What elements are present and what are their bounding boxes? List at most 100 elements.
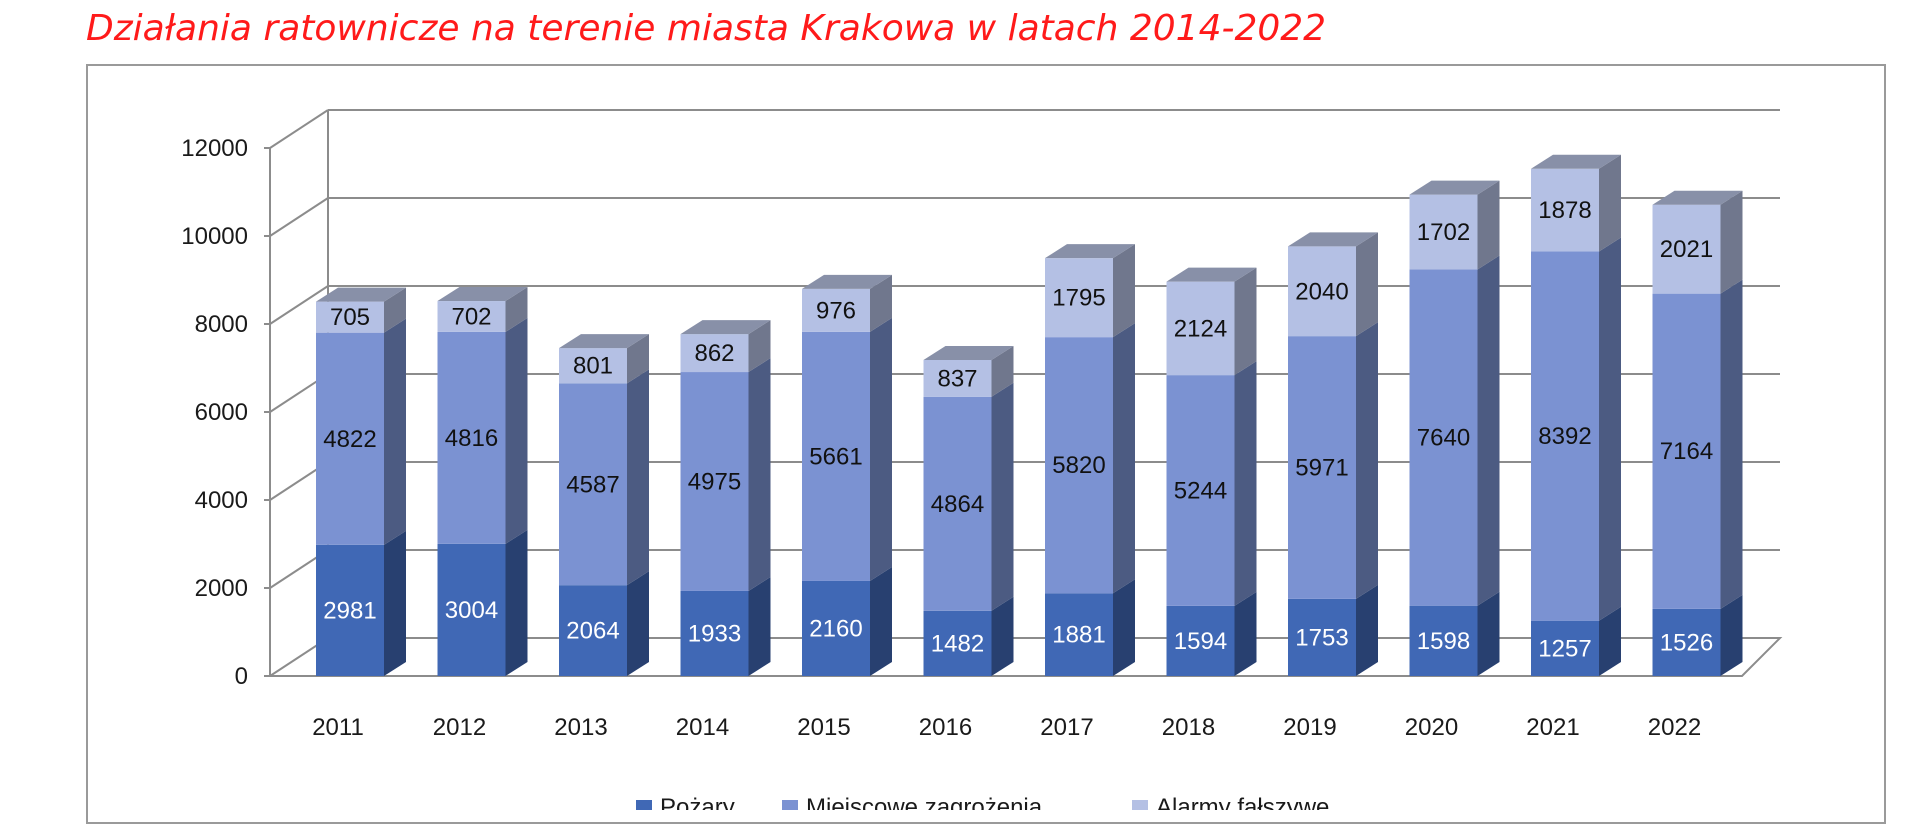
legend-label: Alarmy fałszywe [1156, 794, 1329, 810]
bar-top [316, 287, 406, 302]
bar-side [1356, 322, 1378, 599]
bar-side [991, 596, 1014, 676]
y-tick-label: 0 [235, 663, 248, 690]
bar-top [437, 287, 528, 302]
bar-front [1288, 336, 1356, 599]
bar-front [1652, 204, 1721, 294]
y-tick-label: 8000 [195, 311, 248, 338]
data-label: 1482 [931, 630, 984, 657]
bar-front [1531, 168, 1599, 252]
bar-segment [559, 571, 649, 676]
data-label: 2021 [1660, 236, 1713, 263]
bar-segment [1409, 180, 1500, 270]
x-tick-label: 2016 [919, 714, 972, 741]
data-label: 5661 [809, 443, 862, 470]
data-label: 1933 [688, 620, 741, 647]
bar-segment [1288, 232, 1378, 337]
bar-top [1652, 190, 1743, 205]
bar-side [748, 358, 771, 591]
bar-segment [1409, 591, 1500, 676]
bar-segment [559, 369, 649, 586]
x-tick-label: 2020 [1405, 714, 1458, 741]
bar-side [505, 317, 528, 544]
data-label: 1881 [1052, 622, 1105, 649]
bar-side [1477, 591, 1500, 676]
x-tick-label: 2013 [554, 714, 607, 741]
data-label: 1702 [1417, 219, 1470, 246]
y-tick-label: 10000 [181, 223, 248, 250]
bar-side [991, 382, 1014, 611]
x-tick-label: 2018 [1162, 714, 1215, 741]
bar-segment [1531, 237, 1621, 621]
bar-top [802, 274, 892, 289]
data-label: 1795 [1052, 285, 1105, 312]
chart-floor [266, 637, 1783, 677]
bar-top [1045, 244, 1135, 259]
data-label: 1257 [1538, 635, 1591, 662]
bar-side [384, 318, 406, 545]
bar-segment [1531, 154, 1621, 252]
bar-segment [1652, 190, 1743, 294]
bar-segment [1166, 361, 1257, 606]
bar-front [1166, 281, 1235, 376]
legend: Pożary Miejscowe zagrożenia Alarmy fałszyw… [636, 794, 1329, 810]
data-label: 4822 [323, 426, 376, 453]
bar-side [627, 571, 649, 676]
bar-side [1599, 606, 1621, 676]
data-label: 7640 [1417, 425, 1470, 452]
bar-segment [316, 530, 406, 676]
bar-side [1720, 594, 1743, 676]
legend-label: Pożary [660, 794, 735, 810]
bar-side [1477, 180, 1500, 270]
legend-label: Miejscowe zagrożenia [806, 794, 1043, 810]
bar-segment [1045, 244, 1135, 338]
chart-title: Działania ratownicze na terenie miasta K… [86, 8, 1327, 49]
gridline-side [269, 285, 329, 325]
bar-segment [1288, 584, 1378, 676]
bar-front [923, 359, 992, 397]
y-tick-label: 6000 [195, 399, 248, 426]
bar-front [437, 543, 506, 676]
data-label: 1753 [1295, 624, 1348, 651]
bar-side [1356, 232, 1378, 337]
bar-top [1531, 154, 1621, 169]
bar-top [559, 334, 649, 349]
bar-side [1599, 154, 1621, 252]
bar-front [1288, 598, 1356, 676]
bar-segment [802, 317, 892, 581]
bar-segment [923, 345, 1014, 397]
bar-top [680, 320, 771, 335]
bar-top [1166, 267, 1257, 282]
bar-side [1113, 244, 1135, 338]
bar-segment [316, 287, 406, 333]
bar-top [923, 345, 1014, 360]
bar-top [1288, 232, 1378, 247]
bar-side [627, 369, 649, 586]
bar-side [505, 529, 528, 676]
data-label: 4587 [566, 471, 619, 498]
bar-front [559, 585, 627, 676]
data-label: 4975 [688, 468, 741, 495]
x-tick-label: 2011 [312, 714, 364, 741]
bar-front [680, 334, 749, 373]
bar-front [1166, 375, 1235, 606]
bar-front [802, 288, 870, 332]
bar-front [316, 301, 384, 333]
bar-segment [1531, 606, 1621, 676]
bar-segment [559, 334, 649, 384]
bar-front [1409, 194, 1478, 270]
x-tick-label: 2017 [1040, 714, 1093, 741]
bar-side [1720, 190, 1743, 294]
bar-segment [1652, 279, 1743, 609]
bar-segment [680, 320, 771, 373]
bar-side [1477, 255, 1500, 606]
bar-side [870, 317, 892, 581]
bar-front [437, 331, 506, 544]
data-label: 1594 [1174, 628, 1227, 655]
bar-side [1720, 279, 1743, 609]
data-label: 1598 [1417, 628, 1470, 655]
data-label: 2064 [566, 618, 619, 645]
bar-segment [802, 274, 892, 332]
data-label: 5820 [1052, 452, 1105, 479]
